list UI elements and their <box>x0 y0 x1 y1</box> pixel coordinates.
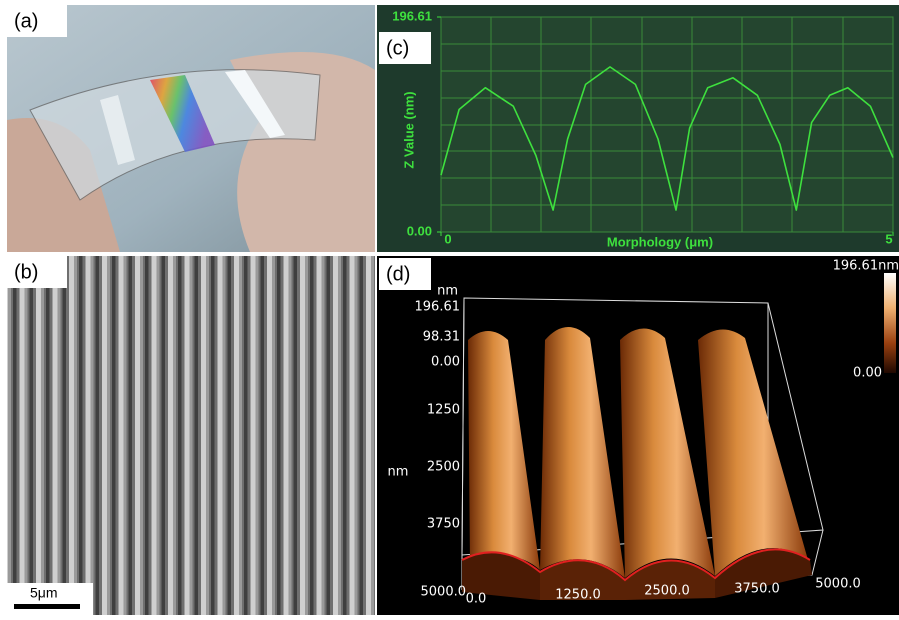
x-axis-title: Morphology (μm) <box>607 234 713 249</box>
z-label: 196.61 <box>415 300 461 315</box>
panel-b: (b) 5μm <box>7 256 375 615</box>
panel-d: (d) 196.61nm 0.00 nm 196.61 98.31 0.00 n… <box>377 256 899 615</box>
y-tick-label: 196.61 <box>392 8 432 23</box>
x-label: 1250.0 <box>555 588 601 603</box>
panel-c: (c) Morphology (μm) Z Value (nm) 0.00 196… <box>377 5 899 252</box>
y-unit: nm <box>388 465 409 480</box>
x-tick-label: 0 <box>444 231 451 246</box>
y-label: 5000.0 <box>421 585 467 600</box>
colorbar-max: 196.61nm <box>833 259 899 274</box>
z-label: 98.31 <box>423 330 460 345</box>
y-tick-label: 0.00 <box>407 223 432 238</box>
x-label: 3750.0 <box>734 582 780 597</box>
z-unit: nm <box>437 284 458 299</box>
colorbar <box>884 273 896 373</box>
colorbar-min: 0.00 <box>853 366 882 381</box>
z-label: 0.00 <box>431 355 460 370</box>
figure: (a) (b) 5μm (c) Morphology (μm) Z Value … <box>0 0 899 620</box>
panel-a: (a) <box>7 5 375 252</box>
panel-label: (b) <box>14 261 38 283</box>
x-label: 5000.0 <box>815 577 861 592</box>
y-axis-title: Z Value (nm) <box>401 91 416 168</box>
scale-bar <box>14 604 80 609</box>
x-label: 2500.0 <box>644 584 690 599</box>
panel-label: (a) <box>14 10 38 32</box>
y-label: 3750 <box>427 517 460 532</box>
x-label: 0.0 <box>466 592 487 607</box>
y-label: 2500 <box>427 460 460 475</box>
panel-label: (d) <box>386 263 410 285</box>
y-label: 1250 <box>427 403 460 418</box>
scale-label: 5μm <box>30 585 58 601</box>
panel-label: (c) <box>386 37 409 59</box>
sem-image <box>7 256 375 615</box>
x-tick-label: 5 <box>885 231 892 246</box>
